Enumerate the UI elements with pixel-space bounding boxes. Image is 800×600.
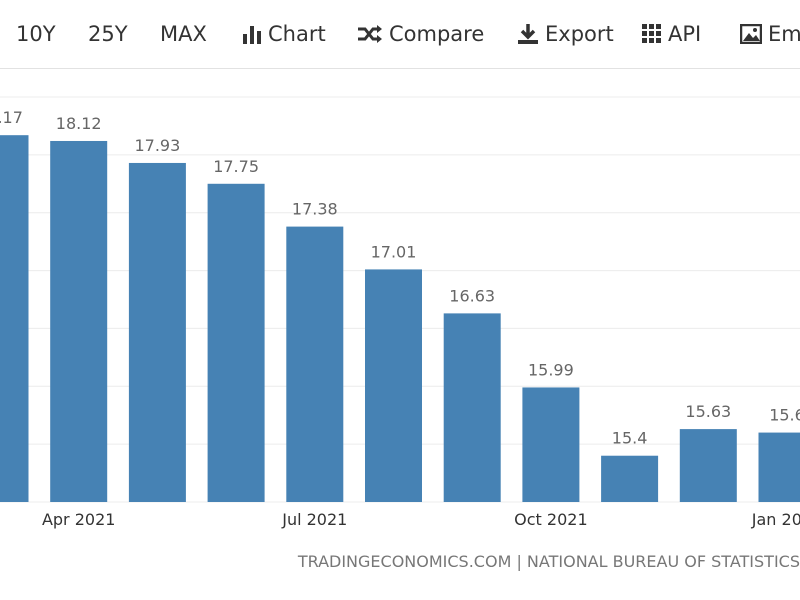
data-label: 17.93 (134, 136, 180, 155)
data-label: 17.38 (292, 200, 338, 219)
x-tick-label: Jul 2021 (281, 510, 347, 529)
data-label: 15.63 (685, 402, 731, 421)
button-label: Compare (389, 22, 485, 46)
bar (365, 269, 422, 502)
data-label: 18.17 (0, 108, 23, 127)
range-button[interactable]: 10Y (16, 22, 56, 46)
data-label: 18.12 (56, 114, 102, 133)
x-tick-label: Oct 2021 (514, 510, 587, 529)
api-button[interactable]: API (642, 22, 701, 46)
bar (0, 135, 29, 502)
button-label: Chart (268, 22, 326, 46)
button-label: 10Y (16, 22, 56, 46)
chart: TRADINGECONOMICS.COM | NATIONAL BUREAU O… (0, 96, 800, 571)
bar (286, 226, 344, 502)
export-button[interactable]: Export (517, 22, 614, 46)
chart-button[interactable]: Chart (242, 22, 326, 46)
button-label: API (668, 22, 702, 46)
source-note: TRADINGECONOMICS.COM | NATIONAL BUREAU O… (297, 552, 800, 571)
icon (642, 24, 661, 43)
range-button[interactable]: MAX (160, 22, 207, 46)
data-label: 17.01 (371, 242, 417, 261)
bar (601, 455, 659, 502)
embed-button[interactable]: Embed (740, 22, 800, 46)
x-tick-label: Apr 2021 (42, 510, 115, 529)
icon (358, 25, 382, 43)
data-label: 15.4 (612, 429, 648, 448)
toolbar: 10Y 25Y MAX Chart Compare Export API Emb… (0, 0, 800, 69)
bar (50, 140, 108, 502)
icon (740, 24, 762, 44)
button-label: MAX (160, 22, 207, 46)
button-label: Export (545, 22, 614, 46)
range-button[interactable]: 25Y (88, 22, 128, 46)
data-label: 15.6 (769, 406, 800, 425)
button-label: Embed (768, 22, 800, 46)
button-label: 25Y (88, 22, 128, 46)
bar (758, 432, 800, 502)
data-label: 15.99 (528, 360, 574, 379)
bar (128, 162, 186, 502)
bar (443, 313, 501, 502)
icon (518, 24, 538, 44)
x-tick-label: Jan 2022 (751, 510, 800, 529)
bar (207, 183, 265, 502)
data-label: 17.75 (213, 157, 259, 176)
data-label: 16.63 (449, 286, 495, 305)
compare-button[interactable]: Compare (357, 22, 484, 46)
bar (522, 387, 580, 502)
icon (243, 26, 261, 44)
bar (679, 429, 737, 502)
